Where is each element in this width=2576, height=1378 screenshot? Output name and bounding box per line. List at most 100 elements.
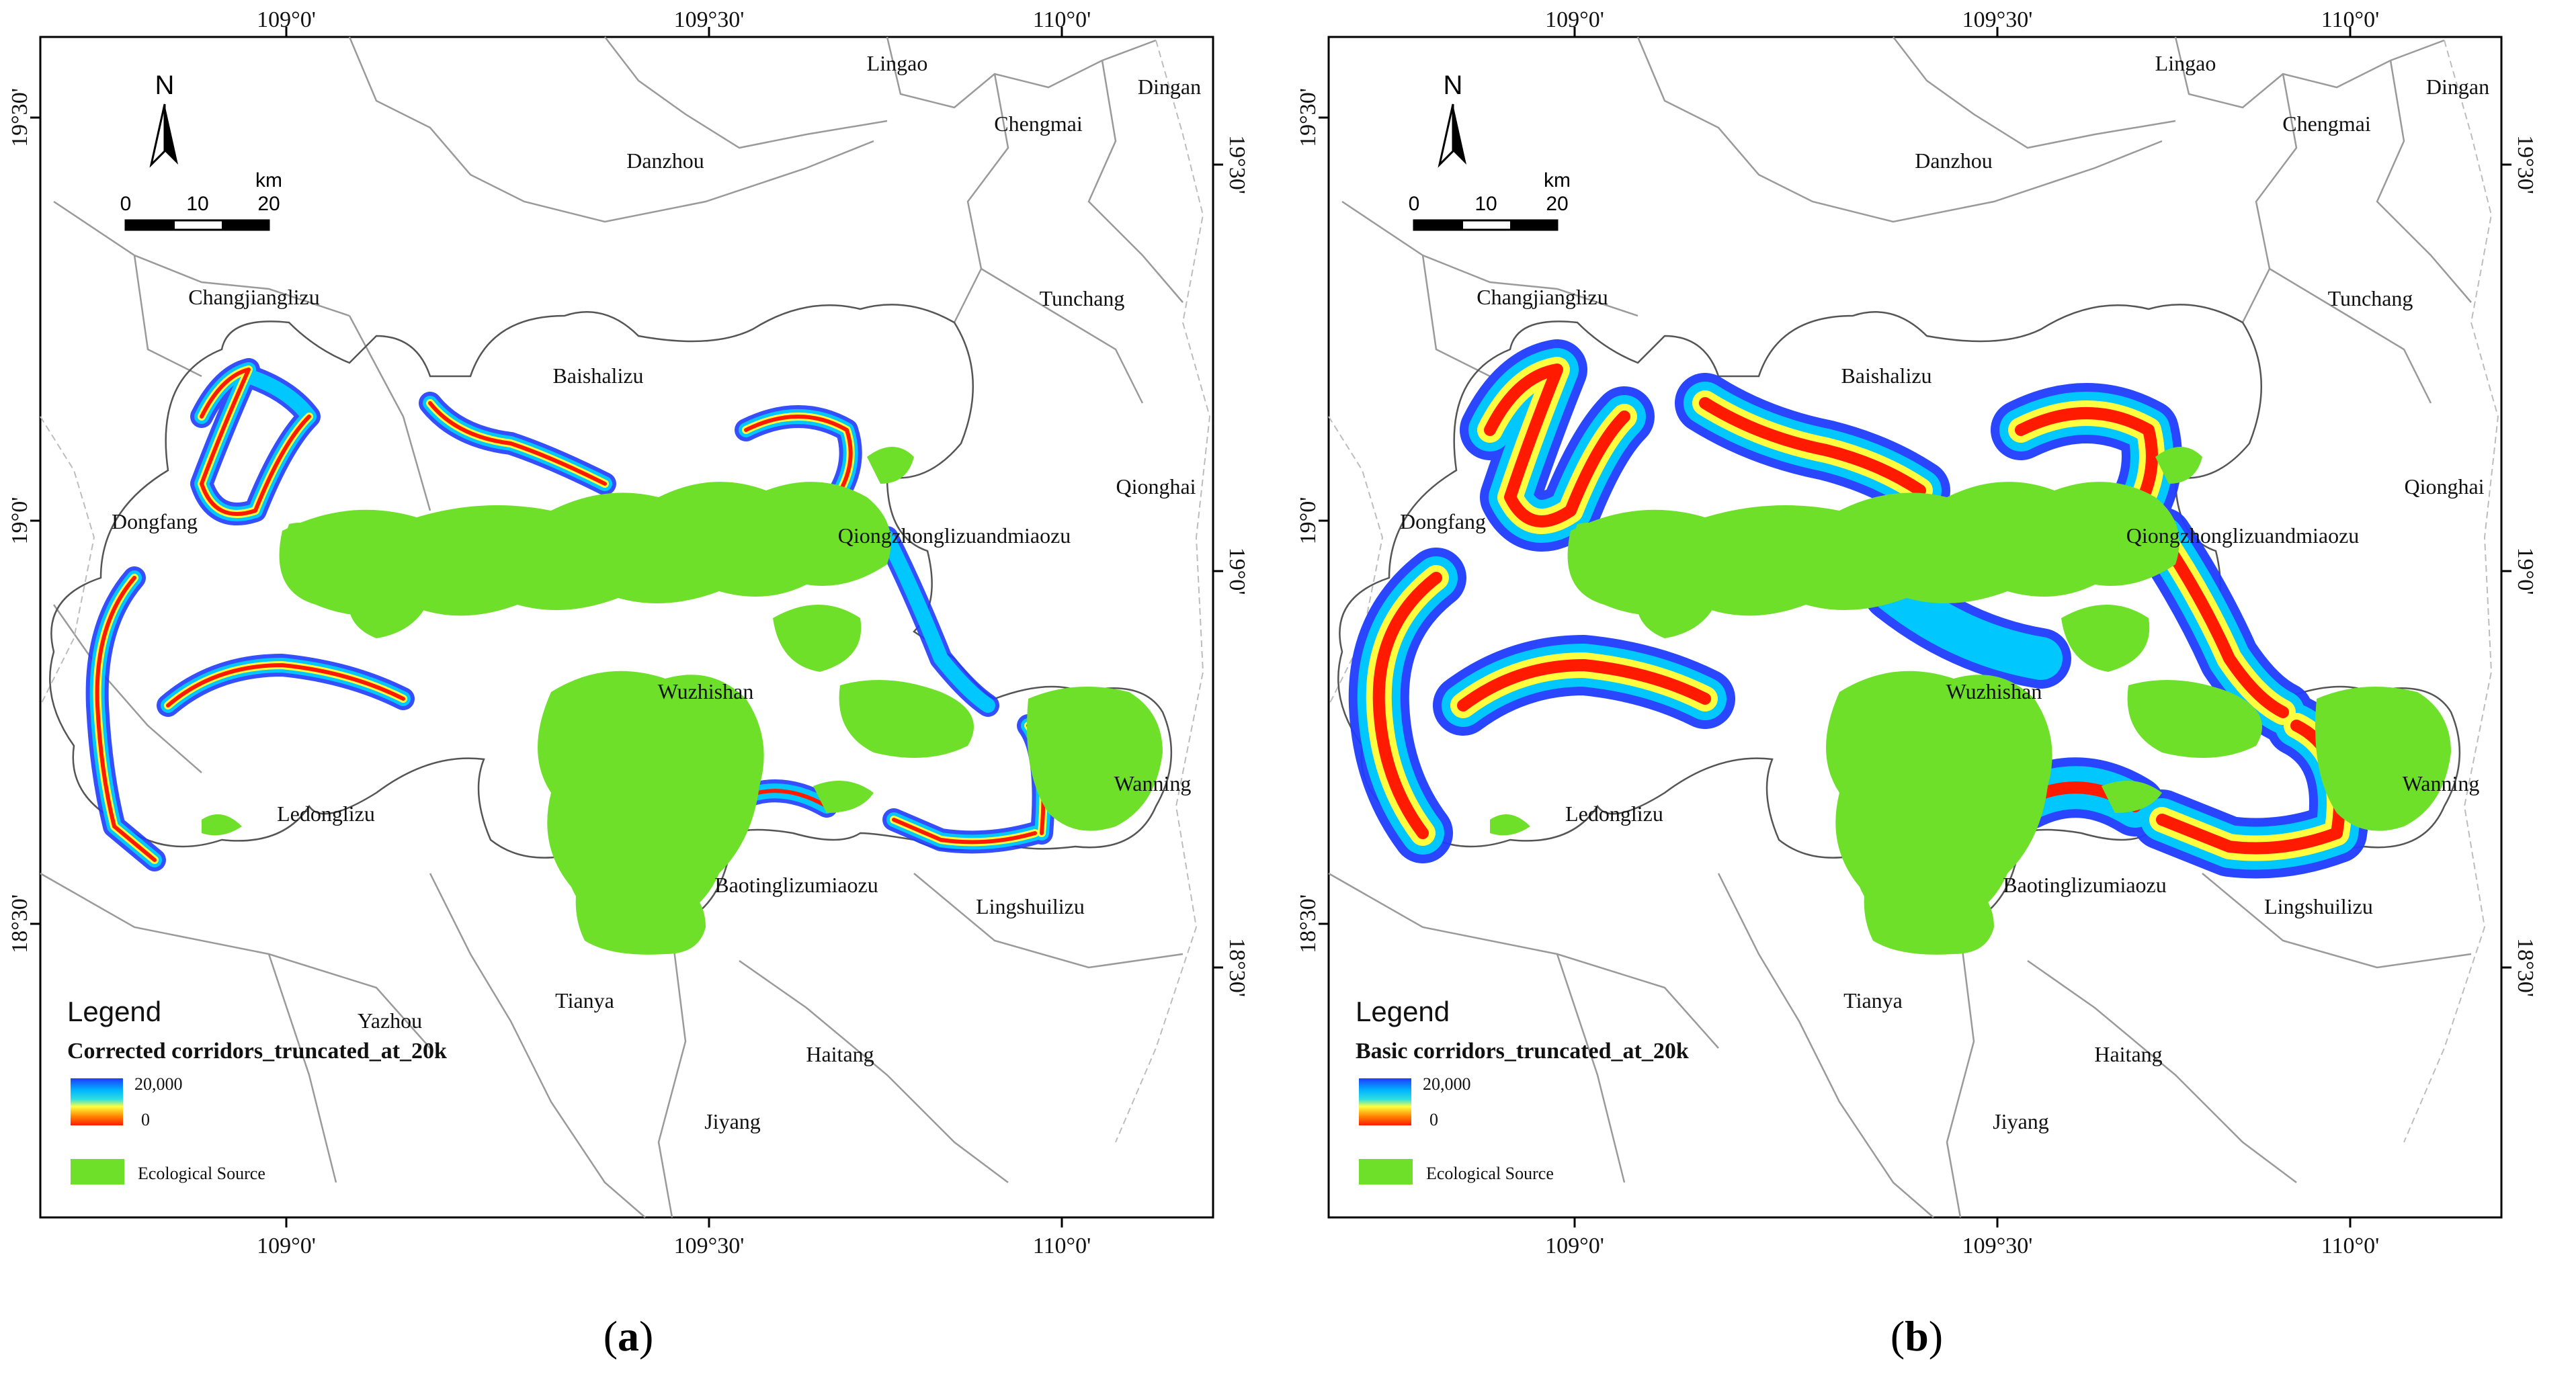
- place-label: Lingshuilizu: [976, 894, 1085, 918]
- place-label: Wanning: [2403, 771, 2480, 795]
- place-label: Chengmai: [2282, 112, 2371, 136]
- county-boundaries: [40, 36, 1183, 1218]
- lat-label-left: 19°30': [1296, 88, 1321, 147]
- lat-label-right: 19°30': [1224, 135, 1249, 194]
- place-label: Ledonglizu: [1565, 802, 1663, 826]
- lat-label-left: 19°0': [1296, 497, 1321, 545]
- legend: Legend Corrected corridors_truncated_at_…: [67, 996, 447, 1185]
- legend-source-swatch: [71, 1159, 124, 1185]
- legend-title: Legend: [1356, 996, 1450, 1027]
- lat-label-left: 18°30': [7, 894, 32, 953]
- place-label: Wuzhishan: [658, 679, 754, 703]
- scale-tick-label: 20: [1546, 193, 1568, 215]
- scale-tick-label: 0: [120, 193, 132, 215]
- place-label: Tianya: [555, 988, 614, 1013]
- place-label: Tianya: [1843, 988, 1903, 1013]
- place-label: Qiongzhonglizuandmiaozu: [2126, 523, 2360, 548]
- legend-ramp-max: 20,000: [134, 1074, 183, 1094]
- legend-layer-name: Corrected corridors_truncated_at_20k: [67, 1039, 447, 1064]
- place-label: Yazhou: [358, 1008, 422, 1033]
- map-panel-a: Lingao Dingan Chengmai Danzhou Tunchang …: [7, 7, 1249, 1360]
- place-label: Lingao: [2155, 51, 2216, 75]
- lat-label-right: 19°0': [2513, 548, 2538, 595]
- legend-ramp-min: 0: [1429, 1110, 1438, 1129]
- scale-unit: km: [255, 169, 282, 191]
- graticule-ticks: [30, 27, 1223, 1228]
- place-label: Danzhou: [1915, 148, 1993, 173]
- scale-tick-label: 10: [186, 193, 208, 215]
- place-labels: Lingao Dingan Chengmai Danzhou Tunchang …: [112, 51, 1201, 1133]
- place-label: Dongfang: [112, 509, 198, 533]
- scale-tick-label: 0: [1409, 193, 1420, 215]
- lon-label-top: 110°0': [1033, 7, 1091, 32]
- place-label: Jiyang: [704, 1109, 761, 1133]
- lat-label-left: 19°0': [7, 497, 32, 545]
- lat-label-left: 19°30': [7, 88, 32, 147]
- scale-tick-label: 20: [257, 193, 280, 215]
- lat-label-right: 18°30': [1224, 938, 1249, 997]
- place-label: Dingan: [1138, 75, 1201, 99]
- county-boundaries: [1328, 36, 2472, 1218]
- place-label: Baotinglizumiaozu: [2003, 873, 2167, 897]
- lon-label-bottom: 110°0': [2321, 1234, 2379, 1258]
- north-label: N: [1444, 71, 1463, 100]
- study-area-outline: [1337, 304, 2461, 934]
- legend-layer-name: Basic corridors_truncated_at_20k: [1356, 1039, 1689, 1064]
- study-area-outline: [49, 304, 1173, 934]
- place-label: Changjianglizu: [188, 285, 320, 309]
- panel-caption: (a): [604, 1312, 654, 1360]
- place-label: Haitang: [2094, 1042, 2162, 1066]
- ecological-source-layer: [1490, 447, 2451, 955]
- lon-label-bottom: 109°30': [1962, 1234, 2033, 1258]
- panel-caption: (b): [1891, 1312, 1943, 1360]
- place-label: Qionghai: [2404, 474, 2484, 499]
- place-label: Chengmai: [994, 112, 1083, 136]
- graticule-labels: 109°0' 109°30' 110°0' 109°0' 109°30' 110…: [7, 7, 1249, 1258]
- place-label: Baotinglizumiaozu: [714, 873, 878, 897]
- lat-label-right: 18°30': [2513, 938, 2538, 997]
- legend-title: Legend: [67, 996, 161, 1027]
- lat-label-right: 19°0': [1224, 548, 1249, 595]
- scale-bar: 0 10 20 km: [120, 169, 282, 231]
- place-label: Ledonglizu: [277, 802, 375, 826]
- place-label: Lingshuilizu: [2264, 894, 2373, 918]
- map-b-svg: Lingao Dingan Chengmai Danzhou Tunchang …: [1296, 7, 2538, 1360]
- lon-label-top: 109°30': [674, 7, 745, 32]
- legend-source-label: Ecological Source: [1426, 1164, 1554, 1183]
- lat-label-right: 19°30': [2513, 135, 2538, 194]
- legend-source-swatch: [1359, 1159, 1413, 1185]
- graticule-ticks: [1319, 27, 2511, 1228]
- lon-label-bottom: 109°0': [1545, 1234, 1604, 1258]
- north-arrow: N: [1438, 71, 1466, 168]
- lon-label-top: 109°0': [257, 7, 316, 32]
- graticule-labels: 109°0' 109°30' 110°0' 109°0' 109°30' 110…: [1296, 7, 2538, 1258]
- place-label: Baishalizu: [1841, 363, 1931, 388]
- place-label: Dongfang: [1400, 509, 1486, 533]
- place-label: Changjianglizu: [1477, 285, 1608, 309]
- place-label: Wuzhishan: [1946, 679, 2042, 703]
- legend-ramp-max: 20,000: [1423, 1074, 1471, 1094]
- lon-label-bottom: 109°0': [257, 1234, 316, 1258]
- map-a-svg: Lingao Dingan Chengmai Danzhou Tunchang …: [7, 7, 1249, 1360]
- scale-tick-label: 10: [1474, 193, 1497, 215]
- place-label: Haitang: [806, 1042, 874, 1066]
- place-label: Jiyang: [1993, 1109, 2049, 1133]
- place-label: Qiongzhonglizuandmiaozu: [838, 523, 1071, 548]
- lon-label-top: 110°0': [2321, 7, 2379, 32]
- place-label: Wanning: [1114, 771, 1192, 795]
- place-label: Tunchang: [1040, 286, 1125, 310]
- place-label: Danzhou: [626, 148, 704, 173]
- place-label: Dingan: [2426, 75, 2489, 99]
- legend-color-ramp: [71, 1078, 123, 1125]
- ecological-source-layer: [202, 447, 1163, 955]
- lon-label-bottom: 109°30': [674, 1234, 745, 1258]
- place-labels: Lingao Dingan Chengmai Danzhou Tunchang …: [1400, 51, 2489, 1133]
- place-label: Baishalizu: [552, 363, 643, 388]
- place-label: Lingao: [867, 51, 928, 75]
- corridor-layer: [85, 358, 1055, 871]
- map-panel-b: Lingao Dingan Chengmai Danzhou Tunchang …: [1288, 0, 2576, 1378]
- legend-source-label: Ecological Source: [138, 1164, 265, 1183]
- lon-label-bottom: 110°0': [1033, 1234, 1091, 1258]
- scale-unit: km: [1544, 169, 1571, 191]
- legend-color-ramp: [1359, 1078, 1411, 1125]
